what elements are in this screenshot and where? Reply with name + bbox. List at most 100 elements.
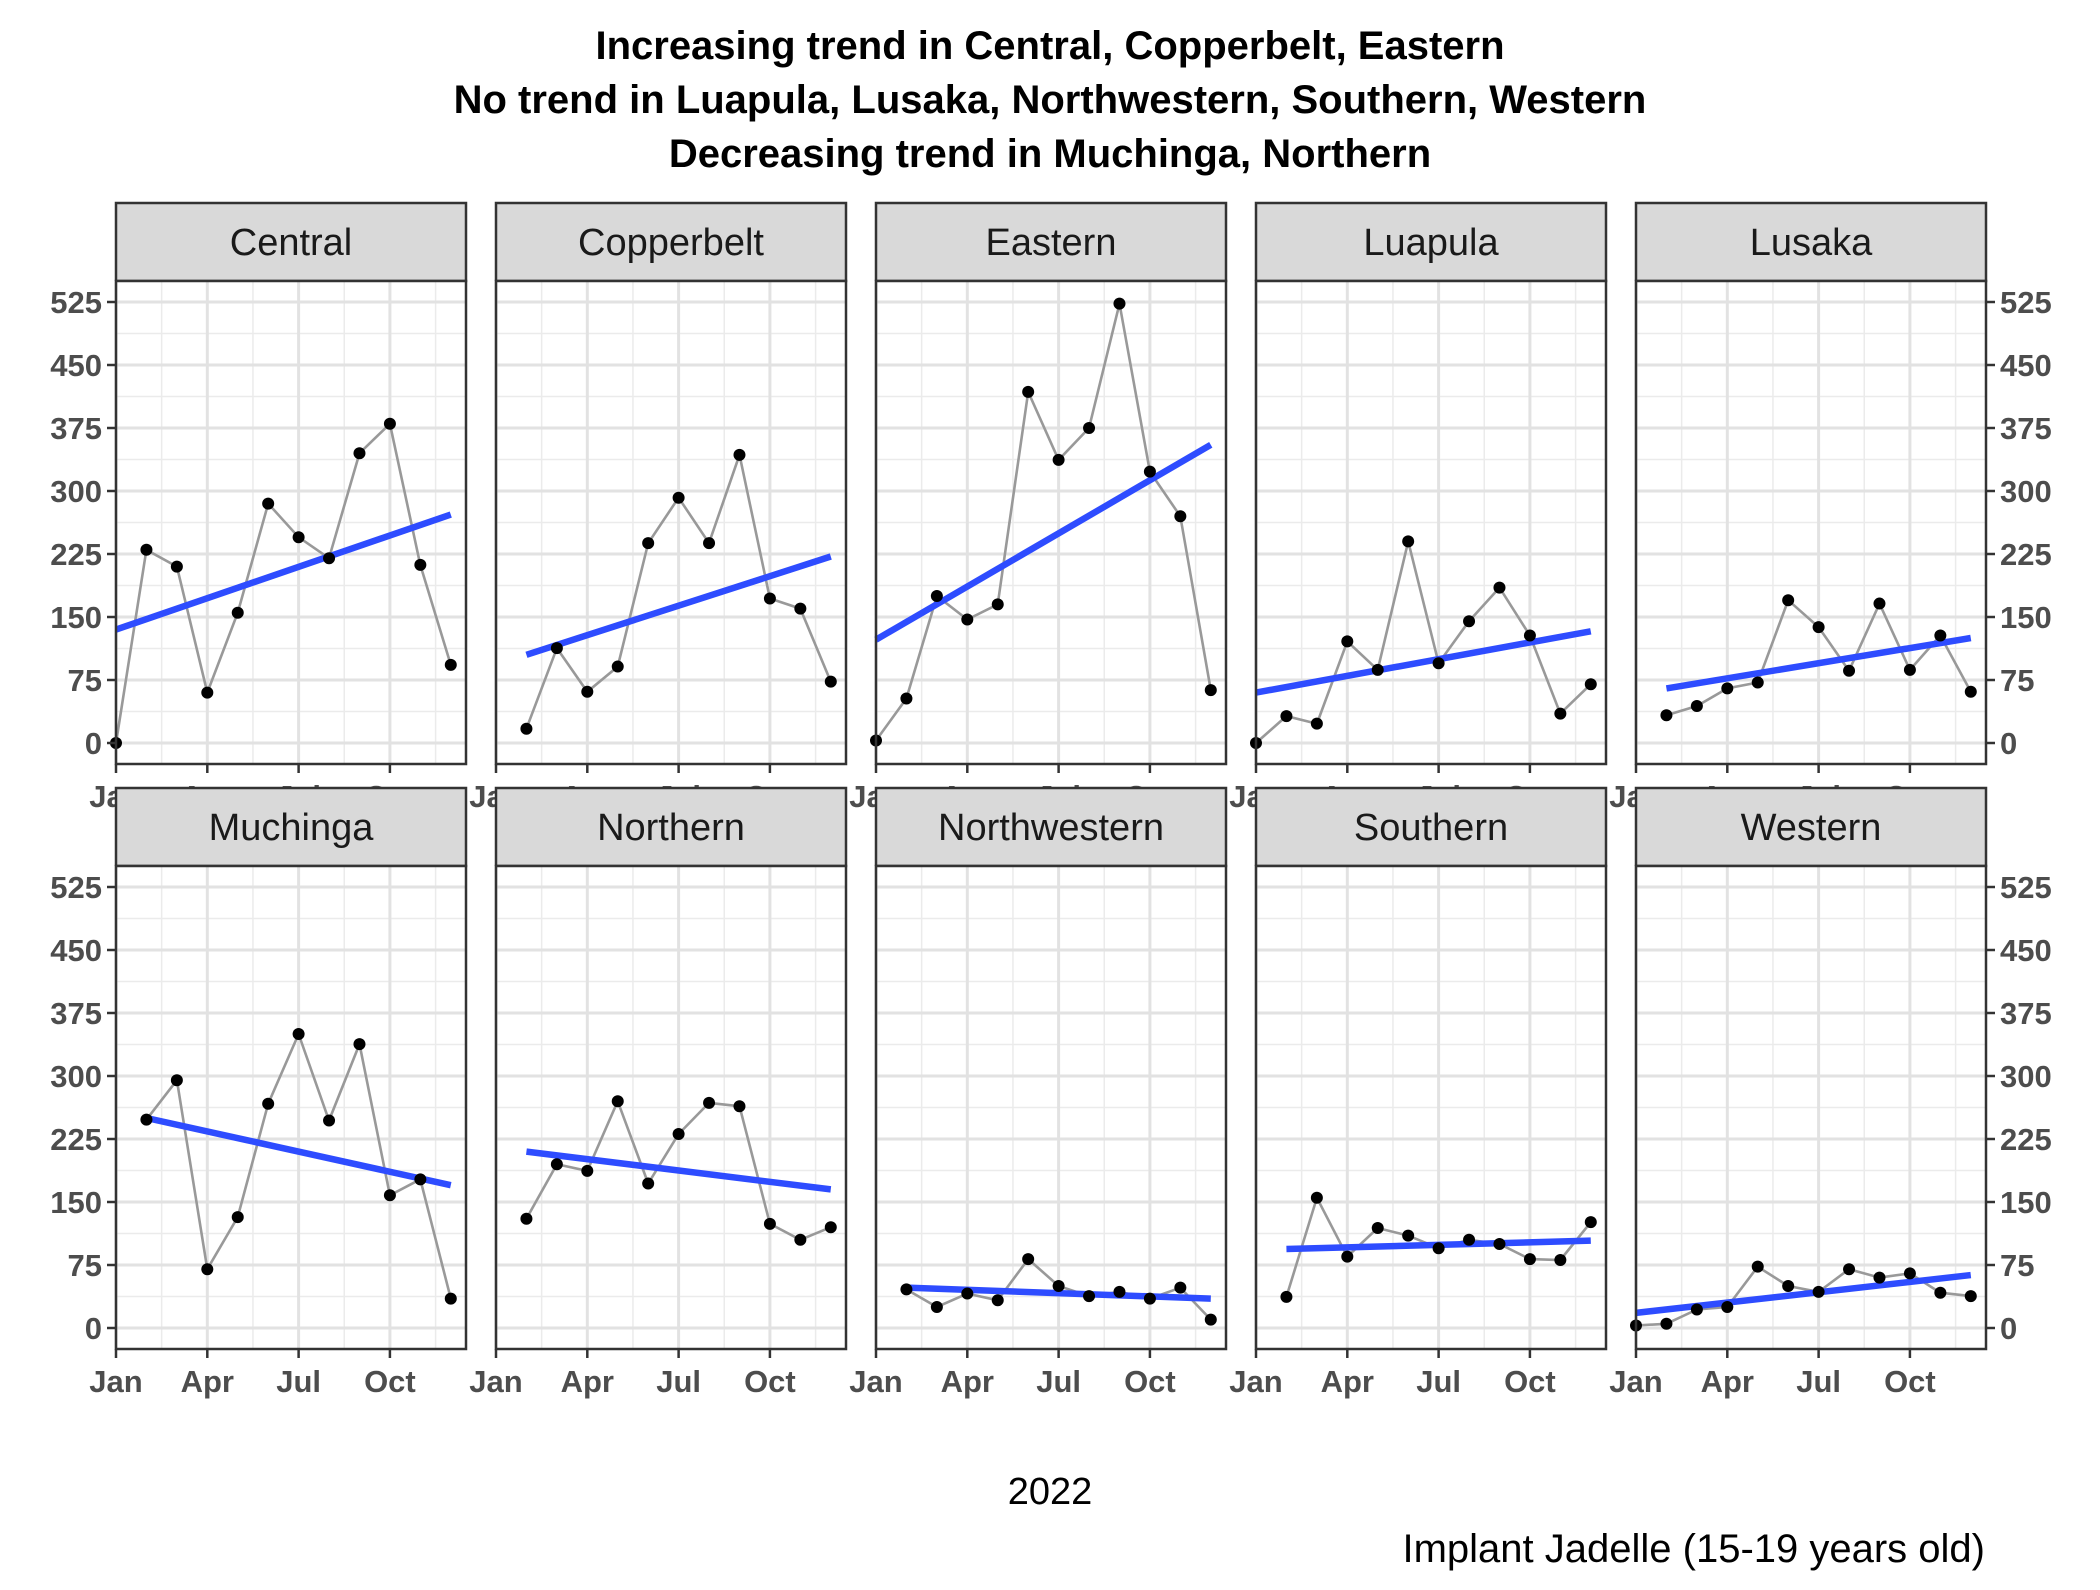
data-point — [824, 1221, 837, 1234]
x-tick-label: Oct — [1884, 1364, 1936, 1399]
data-point — [930, 1301, 943, 1313]
data-point — [201, 1263, 214, 1276]
data-point — [1873, 597, 1886, 610]
data-point — [262, 1097, 275, 1110]
facet-label: Lusaka — [1750, 222, 1873, 264]
y-tick-label: 300 — [50, 1059, 102, 1094]
title-line-3: Decreasing trend in Muchinga, Northern — [669, 132, 1431, 176]
y-tick-label: 450 — [2000, 933, 2052, 968]
data-point — [1554, 707, 1567, 720]
facet-panel: Muchinga Jan Apr Jul Oct 0 75 150 225 300 375 450 52… — [50, 786, 468, 1399]
data-point — [1371, 663, 1384, 676]
y-tick-label: 150 — [50, 600, 102, 635]
data-point — [581, 685, 594, 698]
data-point — [1113, 297, 1126, 310]
x-tick-label: Apr — [181, 1364, 234, 1399]
trend-line — [1255, 628, 1592, 696]
x-tick-label: Oct — [1124, 1364, 1176, 1399]
x-tick-label: Jan — [469, 1364, 522, 1399]
panel-border — [1254, 279, 1608, 766]
data-point — [900, 692, 913, 705]
data-point — [383, 1189, 396, 1202]
y-tick-label: 450 — [50, 348, 102, 383]
data-point — [520, 1212, 533, 1225]
data-point — [1022, 385, 1035, 398]
data-point — [1690, 700, 1703, 713]
data-point — [1402, 1229, 1415, 1242]
data-point — [1052, 453, 1065, 466]
facet-label: Central — [230, 222, 353, 264]
y-tick-label: 225 — [2000, 1122, 2052, 1157]
data-point — [1204, 684, 1217, 697]
data-point — [323, 1114, 336, 1127]
data-point — [231, 1211, 244, 1224]
data-point — [733, 448, 746, 461]
y-tick-label: 225 — [2000, 537, 2052, 572]
data-point — [991, 1294, 1004, 1307]
y-tick-label: 375 — [2000, 411, 2052, 446]
x-tick-label: Jul — [276, 1364, 321, 1399]
data-point — [353, 447, 366, 460]
data-point — [703, 1096, 716, 1109]
data-point — [794, 1233, 807, 1246]
y-tick-label: 225 — [50, 537, 102, 572]
data-point — [1812, 1285, 1825, 1298]
data-point — [383, 417, 396, 430]
data-point — [763, 592, 776, 605]
facet-label: Northern — [597, 807, 745, 849]
data-point — [262, 497, 275, 510]
data-point — [1934, 629, 1947, 642]
data-point — [444, 1292, 457, 1305]
facet-label: Luapula — [1363, 222, 1499, 264]
panel-border — [494, 864, 848, 1351]
data-point — [1174, 1281, 1187, 1294]
data-point — [961, 613, 974, 626]
facet-panel: LuapulaJanAprJulOct — [1229, 201, 1608, 814]
data-point — [1523, 1253, 1536, 1266]
data-point — [1310, 1191, 1323, 1204]
data-point — [1964, 685, 1977, 698]
data-point — [581, 1164, 594, 1177]
y-tick-label: 525 — [2000, 870, 2052, 905]
trend-line — [145, 1114, 452, 1189]
data-point — [1721, 682, 1734, 695]
data-point — [1143, 1292, 1156, 1305]
data-point — [323, 552, 336, 565]
data-point — [1463, 1233, 1476, 1246]
data-point — [231, 606, 244, 619]
y-tick-label: 375 — [2000, 996, 2052, 1031]
data-point — [1903, 663, 1916, 676]
y-tick-label: 75 — [68, 663, 102, 698]
facet-panel: Southern Jan Apr Jul Oct — [1229, 786, 1608, 1399]
data-point — [1083, 422, 1096, 434]
data-point — [1341, 635, 1354, 648]
data-point — [1493, 581, 1506, 594]
y-tick-label: 375 — [50, 411, 102, 446]
data-point — [961, 1287, 974, 1300]
panel-border — [1634, 279, 1988, 766]
x-tick-label: Apr — [561, 1364, 614, 1399]
facet-label: Northwestern — [938, 807, 1164, 849]
panel-border — [874, 279, 1228, 766]
x-tick-label: Oct — [744, 1364, 796, 1399]
data-point — [1782, 594, 1795, 607]
facet-strip — [114, 786, 468, 868]
y-tick-label: 150 — [2000, 600, 2052, 635]
facet-label: Southern — [1354, 807, 1508, 849]
data-point — [292, 531, 305, 544]
facet-panels: Central Jan Apr Jul Oct 0 75 150 225 300 375 450 525… — [50, 201, 2052, 1399]
data-point — [763, 1217, 776, 1230]
panel-border — [494, 279, 848, 766]
x-tick-label: Oct — [1504, 1364, 1556, 1399]
trend-line — [906, 1284, 1211, 1302]
data-point — [292, 1028, 305, 1040]
data-point — [1432, 1242, 1445, 1255]
chart-title: Increasing trend in Central, Copperbelt,… — [454, 24, 1647, 176]
data-point — [900, 1283, 913, 1296]
title-line-1: Increasing trend in Central, Copperbelt,… — [595, 24, 1504, 68]
data-point — [611, 1095, 624, 1108]
data-point — [1903, 1267, 1916, 1280]
data-point — [1371, 1222, 1384, 1235]
y-tick-label: 300 — [2000, 474, 2052, 509]
facet-strip — [1634, 201, 1988, 283]
